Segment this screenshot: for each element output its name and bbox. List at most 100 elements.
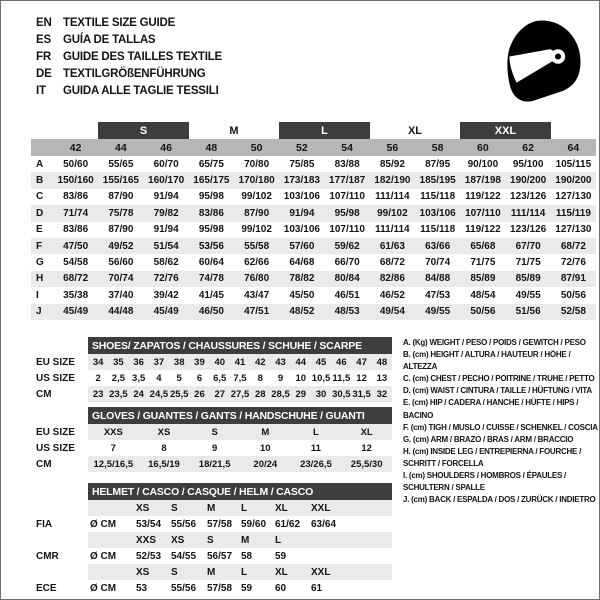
size-cell: 91/94 — [153, 191, 179, 203]
row-letter: H — [31, 270, 53, 288]
value-cell: 10 — [260, 442, 271, 454]
value-cell: 59 — [275, 550, 287, 562]
size-cell: 70/74 — [425, 257, 451, 269]
size-cell: 50/56 — [560, 289, 586, 301]
diameter-unit: Ø CM — [90, 518, 117, 530]
size-cell: 72/76 — [143, 270, 189, 288]
size-number-cell: 50 — [234, 139, 280, 156]
helmet-size-cell: XS — [134, 500, 169, 516]
size-number-cell: 44 — [98, 139, 144, 156]
language-code: IT — [36, 84, 46, 97]
size-cell: 177/187 — [324, 172, 370, 189]
row-letter: J — [31, 303, 53, 320]
table-row: ECE Ø CM 53 55/56 57/58 59 60 61 — [36, 580, 392, 596]
size-cell: 68/72 — [550, 237, 596, 255]
size-group-label — [551, 122, 596, 139]
value-cell: 16,5/19 — [138, 456, 190, 472]
size-cell: 61/63 — [369, 237, 415, 255]
language-code: EN — [36, 16, 52, 29]
helmet-size-cell: M — [239, 532, 273, 548]
value-cell: 24,5 — [148, 386, 170, 402]
size-cell: 185/195 — [415, 172, 461, 189]
row-label: EU SIZE — [36, 424, 88, 440]
size-cell: 80/84 — [324, 270, 370, 288]
helmet-sizes-row: XXS XS S M L — [36, 532, 392, 548]
size-number-cell: 60 — [460, 139, 506, 156]
size-cell: 87/90 — [108, 191, 134, 203]
size-cell: 85/89 — [505, 270, 551, 288]
size-cell: 50/56 — [460, 303, 506, 320]
language-code: ES — [36, 33, 51, 46]
size-cell: 49/55 — [415, 303, 461, 320]
value-cell: 61/62 — [275, 518, 301, 530]
value-cell: 35 — [108, 354, 129, 370]
value-cell: 30 — [310, 386, 332, 402]
language-title: GUÍA DE TALLAS — [63, 33, 156, 46]
value-cell: 10 — [295, 372, 307, 384]
helmet-size-cell: XXL — [309, 500, 392, 516]
value-cell: XS — [138, 424, 190, 440]
size-cell: 123/126 — [510, 191, 547, 203]
value-cell: 23,5 — [108, 386, 129, 402]
size-cell: 150/160 — [53, 172, 99, 189]
table-title-bar: GLOVES / GUANTES / GANTS / HANDSCHUHE / … — [88, 407, 392, 424]
size-cell: 182/190 — [369, 172, 415, 189]
size-cell: 83/86 — [63, 224, 89, 236]
legend-item: B. (cm) HEIGHT / ALTURA / HAUTEUR / HÖHE… — [403, 350, 571, 372]
value-cell: 25,5 — [169, 386, 190, 402]
size-cell: 87/95 — [425, 158, 451, 170]
size-cell: 111/114 — [375, 191, 410, 203]
legend-item: E. (cm) HIP / CADERA / HANCHE / HÜFTE / … — [403, 398, 579, 420]
size-cell: 58/62 — [153, 257, 179, 269]
size-number-cell: 62 — [505, 139, 551, 156]
size-cell: 55/65 — [108, 158, 134, 170]
helmet-size-cell: XXL — [309, 564, 392, 580]
table-row: G 54/58 56/60 58/62 60/64 62/66 64/68 66/70 68/7… — [31, 254, 596, 270]
value-cell: 41 — [229, 354, 251, 370]
size-cell: 107/110 — [329, 191, 365, 203]
value-cell: 55/56 — [171, 518, 197, 530]
table-title-bar: HELMET / CASCO / CASQUE / HELM / CASCO — [88, 483, 392, 500]
table-row: CM 12,5/16,5 16,5/19 18/21,5 20/24 23/26,5 25,… — [36, 456, 392, 472]
size-cell: 87/90 — [108, 224, 134, 236]
value-cell: 7 — [110, 442, 116, 454]
legend-item: D. (cm) WAIST / CINTURA / TAILLE / HÜFTU… — [403, 386, 592, 396]
value-cell: 23/26,5 — [290, 456, 342, 472]
value-cell: M — [239, 424, 291, 440]
helmet-size-cell — [309, 532, 392, 548]
unit-spacer — [88, 532, 134, 548]
row-letter: I — [36, 289, 39, 301]
size-cell: 56/60 — [108, 257, 134, 269]
size-number-cell: 42 — [53, 139, 99, 156]
size-cell: 75/85 — [289, 158, 315, 170]
value-cell: 58 — [241, 550, 253, 562]
row-letter: E — [36, 224, 43, 236]
language-row: FR GUIDE DES TAILLES TEXTILE — [36, 48, 222, 65]
row-label-spacer — [36, 564, 88, 580]
standard-label: ECE — [36, 580, 88, 596]
size-cell: 49/54 — [369, 303, 415, 320]
size-group-box: XXL — [460, 122, 551, 139]
helmet-sizes-row: XS S M L XL XXL — [36, 564, 392, 580]
size-cell: 46/50 — [188, 303, 234, 320]
value-cell: 31,5 — [351, 386, 372, 402]
value-cell: 54/55 — [171, 550, 197, 562]
size-cell: 165/175 — [188, 172, 234, 189]
value-cell: 60 — [275, 582, 287, 594]
value-cell: XL — [341, 424, 392, 440]
value-cell: 27 — [209, 386, 230, 402]
row-letter: C — [36, 191, 44, 203]
size-cell: 83/88 — [334, 158, 360, 170]
gloves-table: GLOVES / GUANTES / GANTS / HANDSCHUHE / … — [36, 407, 392, 472]
table-row: EU SIZE 34 35 36 37 38 39 40 41 42 43 44 45 46 47 48 — [36, 354, 392, 370]
size-cell: 45/49 — [53, 303, 99, 320]
size-cell: 47/53 — [425, 289, 451, 301]
size-cell: 95/98 — [198, 191, 224, 203]
size-cell: 91/94 — [279, 205, 325, 222]
helmet-size-cell: XS — [169, 532, 205, 548]
value-cell: 59 — [241, 582, 253, 594]
size-cell: 82/86 — [369, 270, 415, 288]
size-cell: 74/78 — [188, 270, 234, 288]
size-cell: 49/55 — [515, 289, 541, 301]
table-row: J 45/49 44/48 45/49 46/50 47/51 48/52 48/53 49/5… — [31, 303, 596, 320]
